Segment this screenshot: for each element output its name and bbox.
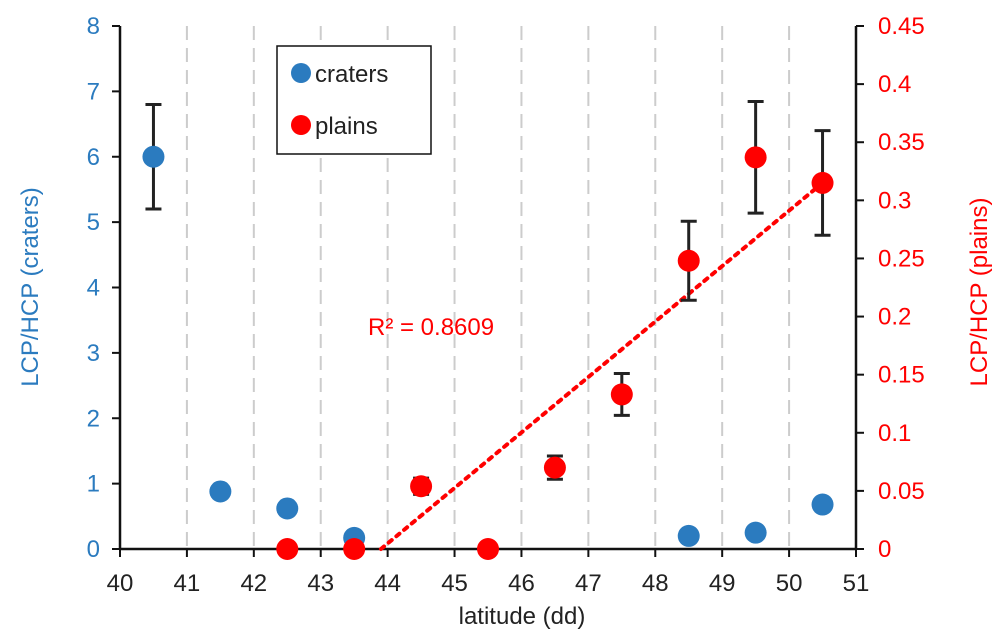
data-marks [142, 100, 834, 560]
legend-label-craters: craters [315, 61, 388, 88]
point-craters-2 [276, 497, 299, 520]
y-right-tick-label-6: 0.3 [878, 187, 911, 214]
y-left-tick-label-0: 0 [87, 536, 100, 563]
point-craters-0 [142, 145, 165, 168]
y-left-tick-label-4: 4 [87, 275, 100, 302]
y-right-tick-label-9: 0.45 [878, 13, 925, 40]
point-plains-7 [744, 146, 767, 169]
point-plains-4 [543, 456, 566, 479]
y-left-tick-label-3: 3 [87, 340, 100, 367]
point-plains-6 [677, 249, 700, 272]
y-axis-right-title: LCP/HCP (plains) [966, 198, 993, 387]
y-right-tick-label-4: 0.2 [878, 304, 911, 331]
y-left-tick-label-5: 5 [87, 209, 100, 236]
point-plains-8 [811, 171, 834, 194]
legend-label-plains: plains [315, 113, 378, 140]
x-tick-label-49: 49 [709, 570, 736, 597]
y-left-tick-label-2: 2 [87, 405, 100, 432]
legend-marker-plains [291, 115, 311, 135]
point-plains-1 [343, 538, 366, 560]
y-right-tick-label-7: 0.35 [878, 129, 925, 156]
legend-marker-craters [291, 63, 311, 83]
x-tick-label-42: 42 [240, 570, 267, 597]
r-squared-label: R² = 0.8609 [368, 314, 494, 341]
y-right-tick-label-1: 0.05 [878, 478, 925, 505]
y-axis-left-title: LCP/HCP (craters) [17, 187, 44, 387]
point-plains-0 [276, 538, 299, 560]
y-right-tick-label-3: 0.15 [878, 362, 925, 389]
point-craters-5 [744, 521, 767, 544]
x-tick-label-45: 45 [441, 570, 468, 597]
axes [112, 25, 864, 557]
point-plains-2 [410, 475, 433, 498]
point-craters-4 [677, 524, 700, 547]
y-right-tick-label-8: 0.4 [878, 71, 911, 98]
y-left-tick-label-7: 7 [87, 78, 100, 105]
y-right-tick-label-5: 0.25 [878, 245, 925, 272]
point-plains-3 [477, 538, 499, 560]
y-left-tick-label-1: 1 [87, 471, 100, 498]
point-plains-5 [610, 383, 633, 406]
point-craters-6 [811, 493, 834, 516]
x-tick-label-40: 40 [107, 570, 134, 597]
trendline-plains [378, 180, 825, 551]
x-tick-label-48: 48 [642, 570, 669, 597]
x-tick-label-41: 41 [174, 570, 201, 597]
legend: craters plains [276, 45, 432, 155]
y-left-tick-label-6: 6 [87, 144, 100, 171]
tick-labels: 01234567800.050.10.150.20.250.30.350.40.… [87, 13, 925, 597]
x-tick-label-47: 47 [575, 570, 602, 597]
x-tick-label-46: 46 [508, 570, 535, 597]
x-tick-label-50: 50 [776, 570, 803, 597]
x-tick-label-44: 44 [374, 570, 401, 597]
x-tick-label-43: 43 [307, 570, 334, 597]
x-tick-label-51: 51 [843, 570, 870, 597]
x-axis-title: latitude (dd) [459, 603, 586, 630]
y-right-tick-label-0: 0 [878, 536, 891, 563]
y-right-tick-label-2: 0.1 [878, 420, 911, 447]
y-left-tick-label-8: 8 [87, 13, 100, 40]
point-craters-1 [209, 480, 232, 503]
trendline-group [378, 180, 825, 551]
